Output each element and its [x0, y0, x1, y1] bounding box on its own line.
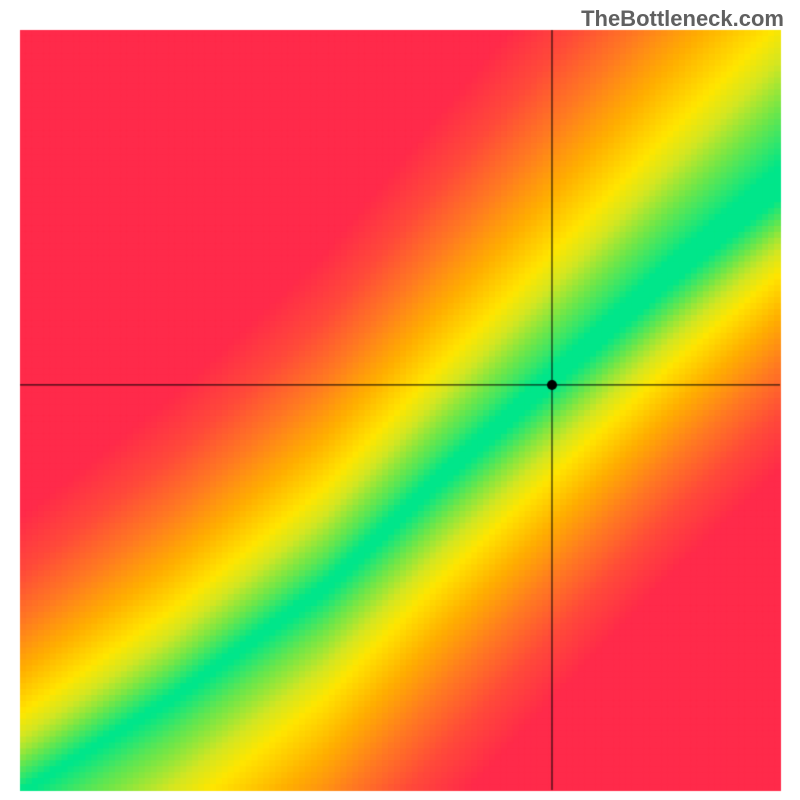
- watermark-text: TheBottleneck.com: [581, 6, 784, 32]
- bottleneck-heatmap: [0, 0, 800, 800]
